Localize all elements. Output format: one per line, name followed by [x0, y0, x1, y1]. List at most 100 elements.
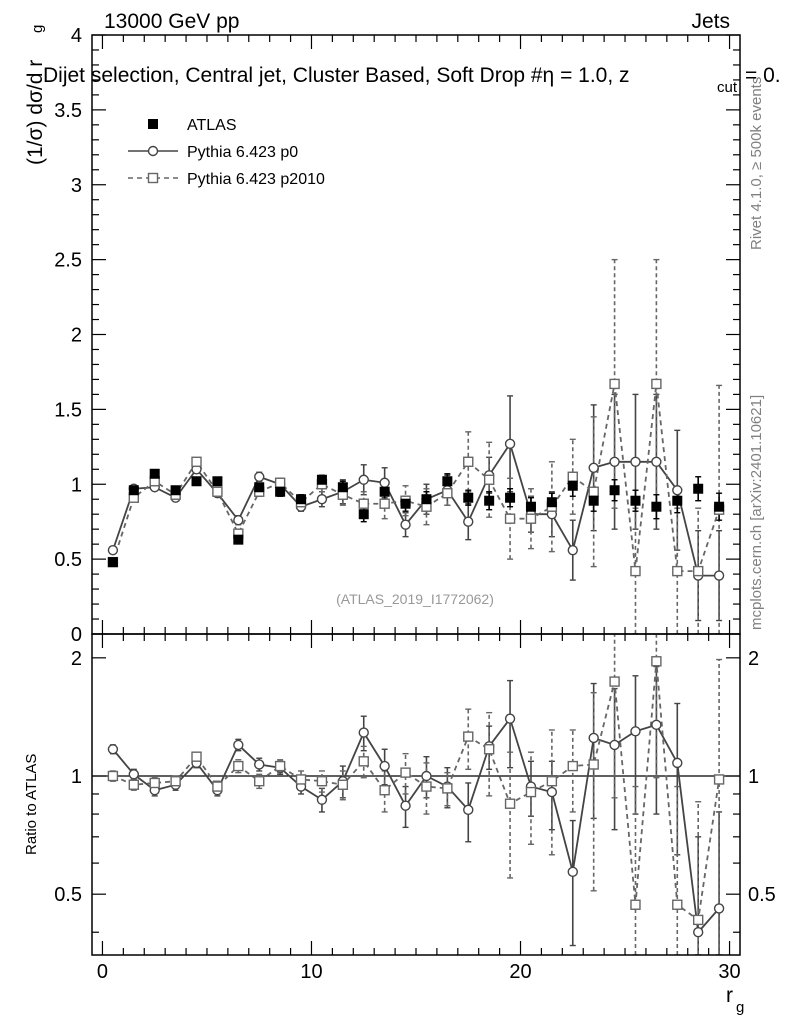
ratio-p2010-point — [692, 914, 704, 926]
main-p2010-point — [692, 565, 704, 577]
main-p2010-point — [463, 456, 474, 467]
main-atlas-point — [651, 501, 662, 512]
zcut-subscript: cut — [717, 79, 738, 96]
main-atlas-point — [233, 534, 244, 545]
ratio-p2010-point — [254, 776, 265, 787]
main-plot-panel: 0 0.5 1 1.5 2 2.5 3 3.5 4 — [54, 25, 741, 646]
ratio-plot-frame — [91, 633, 741, 956]
main-y-tick-label: 1 — [71, 474, 82, 496]
main-p0-point — [588, 462, 599, 473]
main-atlas-point — [546, 497, 557, 508]
ratio-p2010-point — [588, 759, 599, 770]
main-atlas-point — [170, 485, 181, 496]
ratio-p2010-point — [149, 777, 160, 789]
ratio-p2010-point — [358, 756, 369, 767]
main-p2010-point — [504, 513, 516, 524]
ratio-p2010-point — [128, 779, 140, 790]
main-series-lines — [112, 383, 720, 577]
x-axis-label: r — [726, 984, 733, 1007]
main-y-tick-label: 2 — [71, 325, 82, 347]
main-p0-point — [358, 474, 369, 485]
main-p0-point — [379, 477, 390, 488]
main-atlas-point — [714, 501, 725, 512]
ratio-markers — [107, 656, 725, 938]
energy-label: 13000 GeV pp — [104, 10, 239, 33]
legend: ATLAS Pythia 6.423 p0 Pythia 6.423 p2010 — [128, 117, 325, 188]
ratio-p0-point — [128, 769, 140, 780]
main-p2010-point — [588, 486, 599, 497]
ratio-p2010-point — [630, 899, 641, 910]
ratio-error-bars — [109, 634, 723, 955]
main-atlas-point — [442, 476, 453, 487]
ratio-p2010-point — [609, 676, 620, 687]
ratio-p2010-point — [713, 774, 725, 785]
main-y-axis-label-sub: g — [29, 25, 46, 33]
main-p0-point — [107, 544, 119, 556]
ratio-p0-point — [233, 739, 244, 751]
main-p2010-point — [630, 565, 641, 577]
ratio-p0-point — [358, 727, 369, 738]
ratio-p2010-point — [672, 899, 683, 910]
main-y-tick-label: 2.5 — [54, 250, 82, 272]
main-p0-point — [651, 456, 662, 467]
main-atlas-point — [505, 492, 516, 503]
ratio-p2010-point — [463, 731, 474, 742]
ratio-p2010-point — [400, 767, 411, 778]
main-p0-point — [630, 456, 641, 467]
main-markers — [107, 378, 725, 581]
main-p0-point — [463, 516, 474, 527]
main-atlas-point — [525, 501, 536, 512]
main-atlas-point — [609, 485, 620, 496]
main-atlas-point — [379, 486, 390, 497]
main-p0-point — [233, 514, 244, 526]
ratio-p2010-point — [546, 776, 558, 787]
selection-tail: = 0. — [745, 64, 781, 87]
main-p2010-point — [525, 513, 537, 524]
ratio-series-lines — [112, 661, 720, 935]
main-p2010-point — [672, 565, 683, 577]
ratio-p2010-point — [442, 783, 453, 794]
ratio-p0-point — [630, 726, 641, 737]
ratio-p2010-point — [233, 760, 244, 772]
ratio-p2010-point — [567, 760, 578, 772]
ratio-p2010-point — [212, 781, 223, 792]
analysis-id-label: (ATLAS_2019_I1772062) — [336, 591, 494, 607]
legend-marker-p2010 — [147, 172, 159, 184]
legend-label-p0: Pythia 6.423 p0 — [187, 144, 298, 161]
ratio-p2010-point — [191, 751, 202, 762]
mcplots-label: mcplots.cern.ch [arXiv:2401.10621] — [748, 395, 765, 630]
ratio-p0-point — [107, 744, 119, 755]
main-p2010-point — [483, 474, 495, 485]
main-p2010-point — [191, 456, 202, 467]
ratio-p2010-point — [651, 656, 662, 667]
ratio-p0-point — [463, 804, 474, 816]
ratio-y-tick-label-right: 2 — [748, 648, 759, 670]
ratio-p0-point — [609, 739, 620, 751]
ratio-p2010-point — [316, 776, 328, 787]
ratio-plot-panel: 0.5 0.51 12 20 10 20 30 — [54, 633, 776, 983]
main-y-tick-label: 3 — [71, 175, 82, 197]
main-atlas-point — [421, 494, 432, 505]
main-p0-point — [504, 438, 516, 450]
ratio-y-tick-label: 2 — [71, 648, 82, 670]
main-p0-point — [567, 544, 578, 556]
main-atlas-point — [358, 509, 369, 520]
main-atlas-point — [693, 483, 704, 494]
ratio-p0-point — [713, 903, 725, 914]
main-atlas-point — [672, 495, 683, 506]
main-y-tick-label: 0.5 — [54, 549, 82, 571]
main-y-tick-label: 4 — [71, 25, 82, 47]
main-atlas-point — [275, 486, 286, 497]
rivet-version-label: Rivet 4.1.0, ≥ 500k events — [748, 77, 765, 250]
ratio-y-tick-label: 0.5 — [54, 884, 82, 906]
x-axis-label-sub: g — [736, 999, 744, 1016]
main-atlas-point — [107, 557, 118, 568]
ratio-p0-point — [672, 757, 683, 769]
legend-marker-atlas — [148, 119, 158, 129]
ratio-p0-point — [400, 800, 411, 811]
legend-marker-p0 — [147, 145, 159, 157]
ratio-p0-point — [316, 794, 328, 805]
ratio-p0-point — [651, 719, 662, 731]
ratio-y-tick-label: 1 — [71, 766, 82, 788]
